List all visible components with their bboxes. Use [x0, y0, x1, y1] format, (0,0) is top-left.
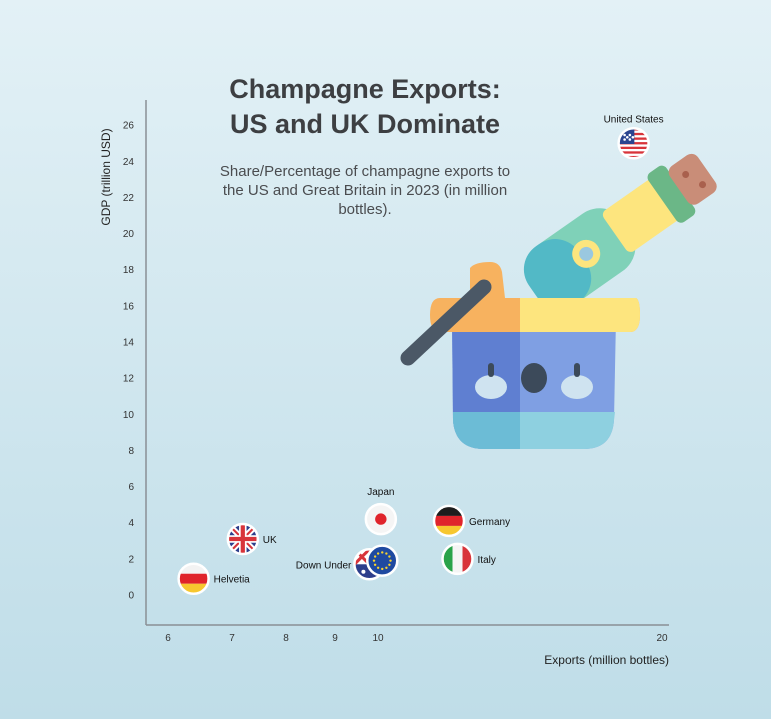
x-tick-label: 10	[372, 633, 384, 644]
y-tick-label: 12	[123, 374, 135, 385]
y-tick-label: 8	[128, 446, 134, 457]
y-tick-label: 6	[128, 482, 134, 493]
x-tick-label: 9	[332, 633, 338, 644]
y-tick-label: 14	[123, 338, 135, 349]
x-tick-labels: 6 7 8 9 10 20	[165, 633, 668, 644]
y-tick-label: 24	[123, 157, 135, 168]
x-tick-label: 20	[656, 633, 668, 644]
y-tick-label: 0	[128, 591, 134, 602]
point-label: Germany	[469, 517, 510, 528]
italy-flag-icon	[441, 542, 474, 576]
y-tick-label: 18	[123, 265, 135, 276]
point-label: United States	[604, 114, 664, 125]
point-label: Down Under	[296, 560, 352, 571]
chart-title-line-1: Champagne Exports:	[229, 74, 501, 104]
chart-title: Champagne Exports: US and UK Dominate	[195, 72, 535, 142]
y-tick-label: 2	[128, 554, 134, 565]
x-tick-label: 8	[283, 633, 289, 644]
y-axis-title: GDP (trillion USD)	[99, 128, 113, 225]
x-tick-label: 7	[229, 633, 235, 644]
data-points: United States UK Helvetia Japan Down Under Ge…	[177, 114, 664, 595]
germany-like-flag-icon	[177, 562, 210, 595]
eu-flag-icon	[366, 544, 399, 577]
us-flag-icon	[617, 127, 650, 160]
x-tick-label: 6	[165, 633, 171, 644]
point-label: Japan	[367, 487, 394, 498]
chart-title-line-2: US and UK Dominate	[229, 109, 501, 139]
y-tick-label: 16	[123, 301, 135, 312]
y-tick-label: 20	[123, 229, 135, 240]
japan-flag-icon	[364, 502, 398, 536]
uk-flag-icon	[226, 522, 260, 556]
point-label: UK	[263, 535, 277, 546]
y-tick-label: 4	[128, 518, 134, 529]
germany-flag-icon	[432, 504, 466, 538]
point-label: Helvetia	[214, 575, 251, 586]
chart-subtitle: Share/Percentage of champagne exports to…	[219, 163, 511, 218]
y-tick-label: 10	[123, 410, 135, 421]
champagne-bucket-icon	[400, 153, 717, 449]
point-label: Italy	[478, 555, 496, 566]
y-tick-label: 22	[123, 193, 135, 204]
x-axis-title: Exports (million bottles)	[544, 653, 669, 667]
y-tick-label: 26	[123, 121, 135, 132]
